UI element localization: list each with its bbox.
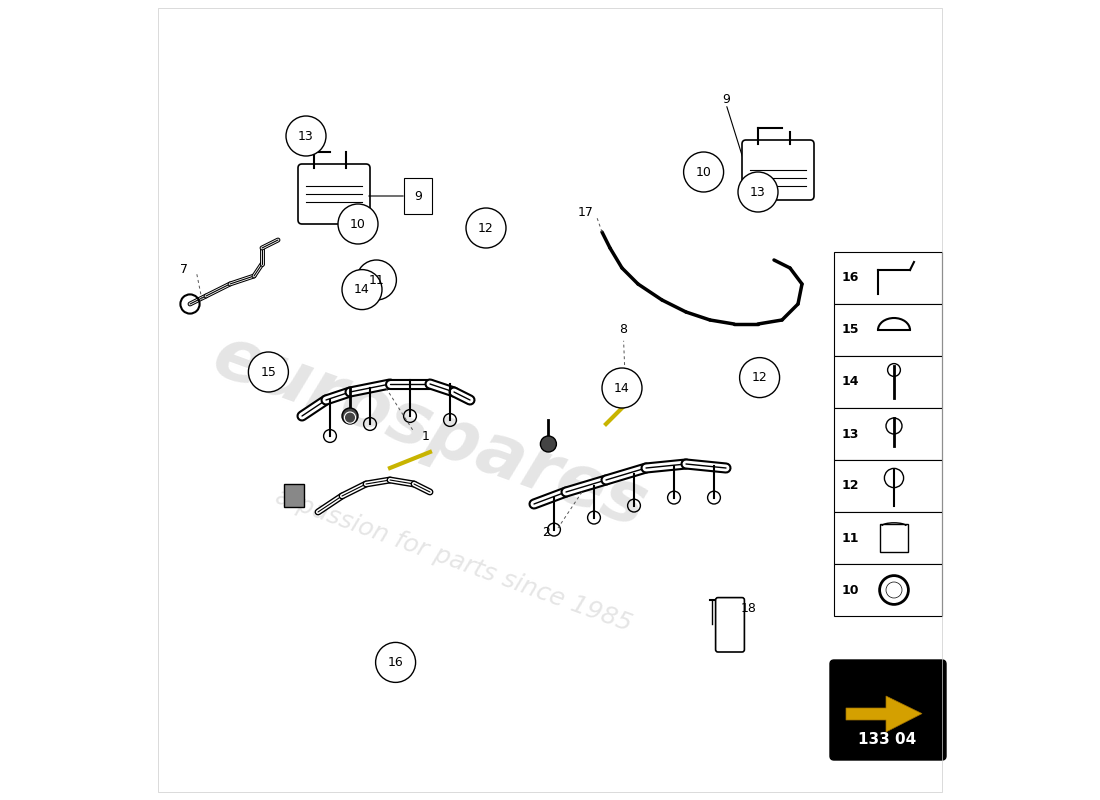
Text: 10: 10 xyxy=(350,218,366,230)
FancyBboxPatch shape xyxy=(742,140,814,200)
Text: 9: 9 xyxy=(414,190,422,202)
Text: 14: 14 xyxy=(842,375,859,389)
Text: 12: 12 xyxy=(478,222,494,234)
Circle shape xyxy=(249,352,288,392)
Text: 12: 12 xyxy=(842,479,859,493)
Text: 11: 11 xyxy=(368,274,384,286)
Text: 14: 14 xyxy=(614,382,630,394)
FancyBboxPatch shape xyxy=(834,460,942,512)
FancyArrowPatch shape xyxy=(727,106,745,166)
Text: 2: 2 xyxy=(542,526,550,538)
FancyBboxPatch shape xyxy=(834,356,942,408)
Text: 13: 13 xyxy=(750,186,766,198)
Text: 15: 15 xyxy=(842,323,859,337)
Text: 12: 12 xyxy=(751,371,768,384)
Text: 16: 16 xyxy=(842,271,859,285)
FancyBboxPatch shape xyxy=(830,660,946,760)
FancyBboxPatch shape xyxy=(298,164,370,224)
Circle shape xyxy=(602,368,642,408)
Circle shape xyxy=(738,172,778,212)
Text: 13: 13 xyxy=(298,130,314,142)
Circle shape xyxy=(375,642,416,682)
FancyBboxPatch shape xyxy=(834,408,942,460)
FancyBboxPatch shape xyxy=(834,564,942,616)
Text: 10: 10 xyxy=(695,166,712,178)
Text: 1: 1 xyxy=(422,430,430,442)
Text: 15: 15 xyxy=(261,366,276,378)
Text: 16: 16 xyxy=(387,656,404,669)
Circle shape xyxy=(466,208,506,248)
Circle shape xyxy=(342,408,358,424)
Text: 9: 9 xyxy=(722,93,730,106)
Polygon shape xyxy=(846,696,922,732)
Circle shape xyxy=(342,270,382,310)
Circle shape xyxy=(338,204,378,244)
Text: eurospares: eurospares xyxy=(204,322,657,542)
Text: 17: 17 xyxy=(579,206,594,218)
Circle shape xyxy=(540,436,557,452)
Text: 14: 14 xyxy=(354,283,370,296)
FancyBboxPatch shape xyxy=(834,512,942,564)
Text: 10: 10 xyxy=(842,583,859,597)
Circle shape xyxy=(356,260,396,300)
FancyBboxPatch shape xyxy=(834,252,942,304)
FancyBboxPatch shape xyxy=(834,304,942,356)
FancyBboxPatch shape xyxy=(405,178,431,214)
Circle shape xyxy=(683,152,724,192)
Text: a passion for parts since 1985: a passion for parts since 1985 xyxy=(273,484,636,636)
Circle shape xyxy=(739,358,780,398)
FancyBboxPatch shape xyxy=(285,484,304,507)
Text: 13: 13 xyxy=(842,427,859,441)
Text: 18: 18 xyxy=(740,602,757,614)
FancyBboxPatch shape xyxy=(716,598,745,652)
Text: 8: 8 xyxy=(619,323,628,336)
Circle shape xyxy=(286,116,326,156)
Text: 7: 7 xyxy=(180,263,188,276)
Text: 133 04: 133 04 xyxy=(858,733,916,747)
Text: 11: 11 xyxy=(842,531,859,545)
FancyBboxPatch shape xyxy=(880,525,907,552)
